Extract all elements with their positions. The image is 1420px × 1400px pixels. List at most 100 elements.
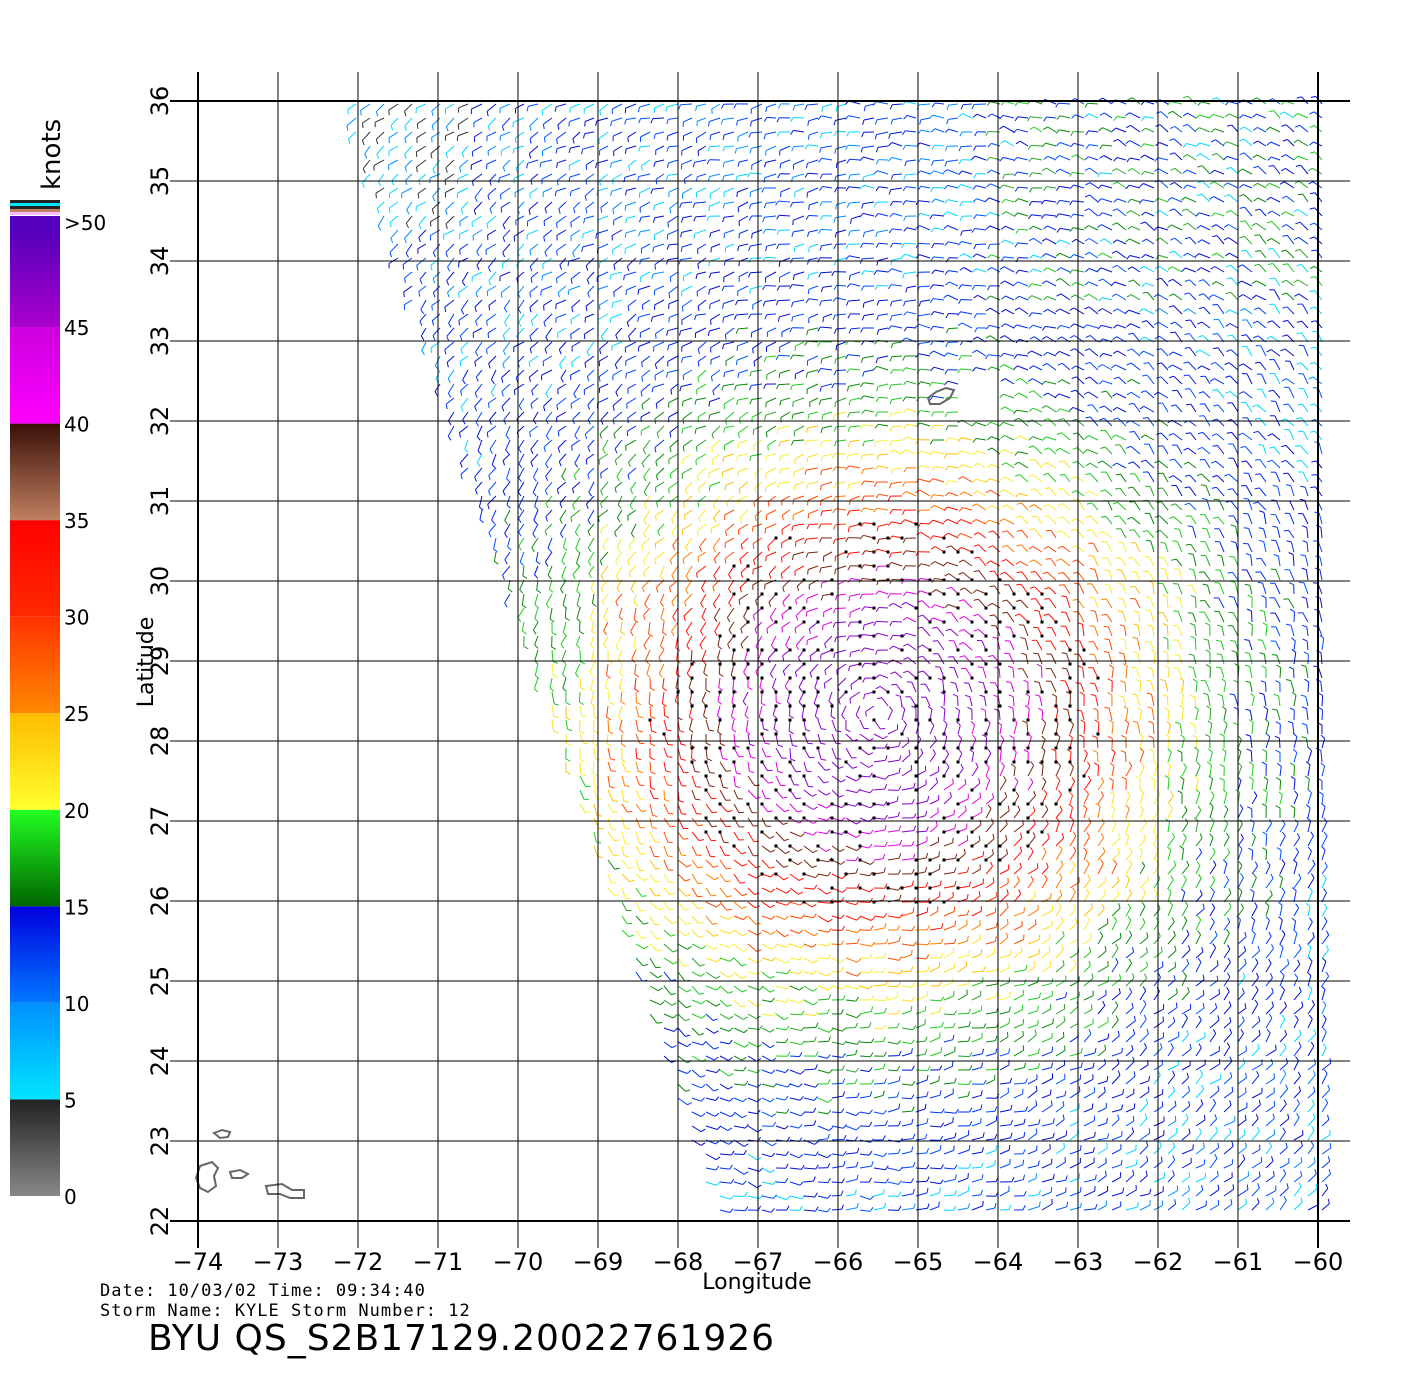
wind-barb (644, 593, 651, 604)
wind-barb (1005, 323, 1015, 329)
wind-barb-feather (1310, 276, 1316, 278)
wind-barb-feather (1142, 374, 1148, 377)
wind-barb-feather (875, 493, 880, 499)
wind-barb-feather (1055, 252, 1061, 257)
wind-barb (696, 397, 707, 401)
wind-barb (1204, 600, 1211, 609)
wind-barb (934, 466, 945, 469)
wind-barb-feather (432, 335, 436, 341)
wind-barb-feather (587, 520, 592, 525)
wind-barb-feather (643, 476, 647, 482)
wind-barb (1117, 350, 1127, 357)
wind-barb-feather (819, 186, 823, 191)
wind-barb-feather (1072, 559, 1078, 563)
wind-barb (471, 103, 483, 110)
wind-barb-feather (1279, 181, 1285, 185)
wind-barb-feather (1258, 527, 1264, 530)
wind-barb-feather (1097, 184, 1102, 190)
wind-barb (697, 145, 707, 152)
wind-barb (1088, 113, 1099, 119)
wind-barb (1174, 152, 1183, 161)
wind-barb (1285, 154, 1295, 161)
wind-barb-feather (931, 198, 936, 203)
wind-barb (1162, 583, 1169, 595)
wind-barb (583, 229, 595, 235)
wind-barb (891, 257, 903, 261)
wind-barb-feather (1013, 171, 1018, 177)
wind-barb (933, 424, 945, 427)
wind-barb-feather (873, 621, 877, 626)
wind-barb (711, 425, 721, 435)
wind-barb-feather (1168, 305, 1174, 308)
wind-barb-feather (1027, 350, 1032, 355)
wind-barb (1075, 490, 1085, 497)
wind-barb-feather (1044, 587, 1050, 590)
wind-barb (1019, 307, 1029, 315)
wind-barb (989, 307, 1001, 315)
rain-flag (956, 592, 960, 596)
wind-barb (891, 551, 903, 554)
wind-barb-feather (666, 244, 670, 250)
wind-barb-feather (1069, 269, 1073, 275)
wind-barb-feather (887, 521, 892, 527)
wind-barb (1204, 514, 1211, 525)
wind-barb-feather (958, 559, 964, 563)
wind-barb (919, 285, 931, 288)
wind-barb-feather (418, 224, 422, 230)
wind-barb-feather (1261, 595, 1267, 599)
wind-barb-feather (944, 412, 948, 418)
wind-barb-feather (780, 573, 783, 579)
wind-barb-feather (1085, 472, 1091, 476)
wind-barb (948, 241, 959, 245)
wind-barb-feather (456, 135, 459, 141)
wind-barb (1218, 582, 1225, 595)
wind-barb-feather (796, 585, 800, 592)
wind-barb (1189, 347, 1197, 357)
wind-barb-feather (820, 358, 823, 364)
wind-barb (904, 271, 917, 274)
wind-barb-feather (794, 628, 797, 634)
wind-barb-feather (1309, 111, 1315, 115)
wind-barb-feather (930, 187, 934, 193)
wind-barb (432, 327, 441, 336)
wind-barb (534, 607, 539, 619)
wind-barb (1189, 237, 1197, 245)
wind-barb-feather (1282, 319, 1288, 323)
wind-barb (1060, 293, 1071, 301)
wind-barb-feather (973, 450, 978, 455)
wind-barb-feather (1027, 145, 1032, 151)
wind-barb-feather (749, 148, 752, 154)
wind-barb-feather (763, 383, 767, 389)
wind-barb-feather (404, 238, 407, 244)
wind-barb (766, 243, 777, 247)
rain-flag (984, 620, 988, 624)
wind-barb (579, 621, 581, 632)
wind-barb-feather (1215, 569, 1221, 571)
wind-barb (660, 635, 665, 647)
wind-barb (597, 243, 609, 250)
wind-barb-feather (667, 162, 669, 168)
wind-barb (562, 621, 567, 634)
wind-barb-feather (1111, 293, 1117, 298)
wind-barb-feather (1282, 263, 1288, 266)
wind-barb-feather (943, 211, 948, 216)
wind-barb (1143, 405, 1155, 413)
wind-barb-feather (680, 357, 684, 363)
wind-barb (641, 537, 651, 546)
wind-barb-feather (740, 628, 743, 634)
wind-barb-feather (678, 259, 682, 265)
wind-barb-feather (1197, 446, 1203, 450)
wind-barb-feather (1282, 306, 1288, 309)
wind-barb-feather (591, 630, 596, 635)
wind-barb (766, 116, 777, 119)
wind-barb (560, 369, 567, 379)
wind-barb-feather (447, 266, 451, 272)
wind-barb-feather (820, 287, 824, 293)
wind-barb (1006, 530, 1015, 539)
wind-barb (557, 383, 567, 390)
wind-barb (1207, 584, 1211, 595)
wind-barb (905, 144, 917, 147)
wind-barb-feather (1084, 156, 1089, 161)
wind-barb (570, 509, 581, 518)
wind-barb-feather (1000, 406, 1006, 410)
